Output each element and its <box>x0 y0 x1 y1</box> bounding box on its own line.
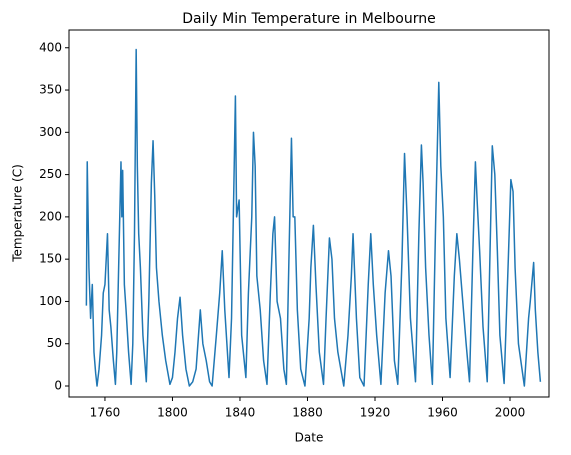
x-tick-label: 1760 <box>90 406 121 420</box>
y-tick-label: 200 <box>39 209 62 223</box>
x-tick-label: 1880 <box>292 406 323 420</box>
plot-frame <box>68 29 550 398</box>
chart-title: Daily Min Temperature in Melbourne <box>182 11 435 27</box>
y-tick-label: 300 <box>39 125 62 139</box>
y-tick-label: 0 <box>54 379 62 393</box>
x-tick-label: 1800 <box>157 406 188 420</box>
x-tick-label: 1960 <box>427 406 458 420</box>
y-axis-label: Temperature (C) <box>11 164 25 263</box>
y-tick-label: 350 <box>39 83 62 97</box>
x-tick-label: 1920 <box>360 406 391 420</box>
x-tick-label: 2000 <box>495 406 526 420</box>
y-tick-label: 150 <box>39 252 62 266</box>
x-tick-label: 1840 <box>225 406 256 420</box>
data-line <box>85 48 542 387</box>
x-axis-label: Date <box>295 431 324 445</box>
y-tick-label: 400 <box>39 40 62 54</box>
y-tick-label: 250 <box>39 167 62 181</box>
y-tick-label: 50 <box>47 336 62 350</box>
y-tick-label: 100 <box>39 294 62 308</box>
